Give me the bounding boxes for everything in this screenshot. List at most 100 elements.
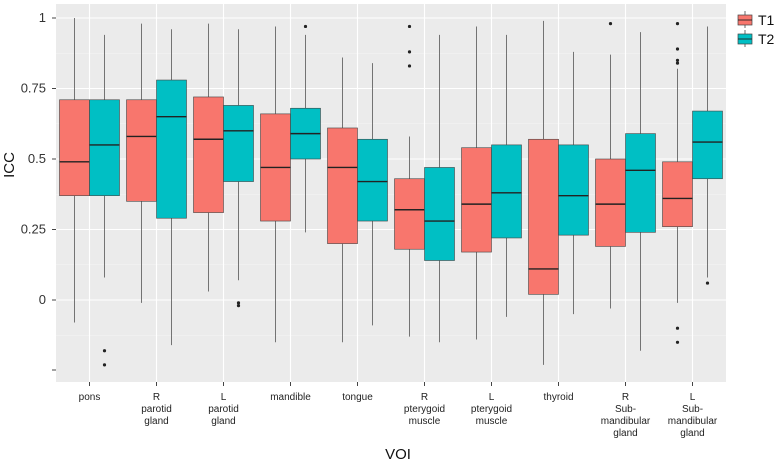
- box-t1: [59, 18, 90, 323]
- outlier-point: [303, 24, 308, 29]
- box-t2: [156, 29, 187, 346]
- box-iqr: [692, 110, 723, 180]
- box-iqr: [357, 138, 388, 222]
- y-axis-ticks: 1 0.75 0.5 0.25 0: [21, 10, 56, 371]
- x-tick-label-line: pons: [79, 392, 101, 403]
- x-tick-label-line: parotid: [208, 404, 239, 415]
- x-tick-label: pons: [79, 392, 101, 403]
- box-iqr: [558, 144, 589, 236]
- box-iqr: [59, 99, 90, 196]
- x-tick-label-line: R: [153, 392, 160, 403]
- outlier-point: [236, 304, 241, 308]
- box-iqr: [625, 133, 656, 233]
- y-axis-label: ICC: [1, 152, 18, 178]
- outlier-point: [675, 58, 680, 62]
- x-tick-label-line: gland: [144, 416, 168, 427]
- box-iqr: [595, 158, 626, 247]
- outlier-point: [705, 281, 710, 285]
- y-tick-label: 0.25: [21, 222, 46, 237]
- box-t1: [327, 57, 358, 343]
- x-tick-label-line: gland: [613, 428, 637, 439]
- box-iqr: [394, 178, 425, 250]
- outlier-point: [675, 22, 680, 26]
- box-t2: [290, 24, 321, 233]
- box-t2: [491, 34, 522, 317]
- x-tick-label: thyroid: [543, 392, 573, 403]
- outlier-point: [608, 22, 613, 26]
- x-tick-label: L Sub-mandibular gland: [668, 392, 718, 439]
- x-tick-label: R Sub-mandibular gland: [601, 392, 651, 439]
- x-tick-label-line: mandible: [270, 392, 311, 403]
- box-t1: [461, 26, 492, 340]
- x-tick-label-line: parotid: [141, 404, 172, 415]
- box-iqr: [662, 161, 693, 227]
- box-iqr: [491, 144, 522, 239]
- outlier-point: [102, 349, 107, 353]
- outlier-point: [675, 47, 680, 51]
- outlier-point: [236, 301, 241, 305]
- x-tick-label-line: L: [489, 392, 495, 403]
- box-t1: [126, 23, 157, 303]
- box-iqr: [126, 99, 157, 202]
- outlier-point: [102, 363, 107, 367]
- box-t2: [625, 32, 656, 351]
- box-iqr: [223, 105, 254, 182]
- legend-label-t2: T2: [758, 31, 775, 47]
- x-tick-label-line: L: [690, 392, 696, 403]
- box-t2: [223, 29, 254, 308]
- box-iqr: [327, 127, 358, 244]
- y-tick-label: 1: [39, 10, 46, 25]
- box-t1: [595, 22, 626, 309]
- box-t2: [89, 34, 120, 367]
- x-tick-label-line: pterygoid: [404, 404, 445, 415]
- box-t1: [528, 20, 559, 365]
- x-tick-label: tongue: [342, 392, 373, 403]
- x-tick-label: mandible: [270, 392, 311, 403]
- outlier-point: [675, 326, 680, 330]
- outlier-point: [675, 340, 680, 344]
- x-axis-label: VOI: [385, 446, 411, 461]
- x-tick-label-line: R: [622, 392, 629, 403]
- box-t2: [357, 63, 388, 326]
- boxplots: [59, 18, 723, 367]
- outlier-point: [407, 64, 412, 68]
- x-tick-label-line: muscle: [476, 416, 508, 427]
- box-t1: [260, 26, 291, 343]
- x-tick-label-line: mandibular: [668, 416, 718, 427]
- x-tick-label-line: mandibular: [601, 416, 651, 427]
- box-t1: [662, 22, 693, 344]
- box-iqr: [424, 167, 455, 261]
- x-tick-label-line: L: [221, 392, 227, 403]
- box-t1: [394, 24, 425, 337]
- box-t2: [424, 34, 455, 343]
- box-iqr: [89, 99, 120, 196]
- outlier-point: [407, 50, 412, 54]
- box-t1: [193, 23, 224, 292]
- box-iqr: [193, 96, 224, 213]
- box-t2: [692, 26, 723, 285]
- y-tick-label: 0: [39, 292, 46, 307]
- legend-label-t1: T1: [758, 12, 775, 28]
- box-t2: [558, 51, 589, 315]
- x-tick-label-line: muscle: [409, 416, 441, 427]
- x-tick-label-line: gland: [211, 416, 235, 427]
- x-tick-label-line: R: [421, 392, 428, 403]
- x-tick-label-line: Sub-: [682, 404, 703, 415]
- outlier-point: [407, 24, 412, 29]
- box-iqr: [461, 147, 492, 253]
- y-tick-label: 0.75: [21, 81, 46, 96]
- outlier-point: [675, 61, 680, 65]
- box-iqr: [528, 138, 559, 295]
- x-tick-label-line: Sub-: [615, 404, 636, 415]
- y-tick-label: 0.5: [28, 151, 46, 166]
- x-tick-label-line: gland: [680, 428, 704, 439]
- x-tick-label-line: thyroid: [543, 392, 573, 403]
- x-tick-label-line: pterygoid: [471, 404, 512, 415]
